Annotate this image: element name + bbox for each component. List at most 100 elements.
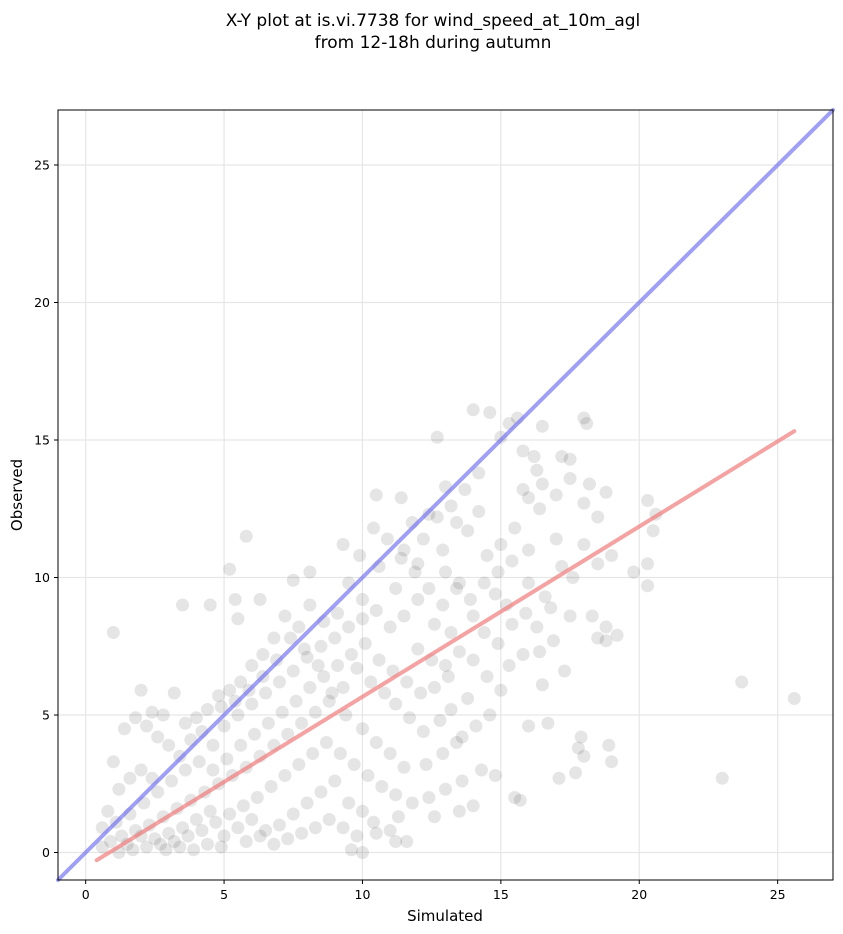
data-point <box>101 804 115 818</box>
data-point <box>394 491 408 505</box>
data-point <box>181 829 195 843</box>
data-point <box>389 582 403 595</box>
data-point <box>106 755 120 769</box>
points-layer <box>95 403 801 859</box>
data-point <box>502 659 516 672</box>
data-point <box>441 670 455 683</box>
data-point <box>292 758 306 771</box>
x-tick-label: 10 <box>355 887 371 902</box>
data-point <box>159 843 173 857</box>
data-point <box>236 799 250 813</box>
data-point <box>355 846 369 859</box>
data-point <box>427 681 441 694</box>
data-point <box>549 532 563 546</box>
data-point <box>117 722 131 736</box>
data-point <box>516 444 530 458</box>
data-point <box>372 653 386 667</box>
data-point <box>231 612 245 626</box>
data-point <box>355 722 369 736</box>
data-point <box>220 752 234 766</box>
data-point <box>369 488 383 502</box>
data-point <box>259 686 273 700</box>
data-point <box>569 766 583 780</box>
x-tick-label: 15 <box>493 887 509 902</box>
data-point <box>140 719 154 733</box>
data-point <box>605 549 619 562</box>
data-point <box>336 681 350 694</box>
data-point <box>477 626 491 639</box>
data-point <box>555 450 569 463</box>
data-point <box>469 719 483 733</box>
data-point <box>422 791 436 804</box>
data-point <box>253 593 267 606</box>
y-axis-label: Observed <box>8 459 26 531</box>
data-point <box>375 780 389 793</box>
data-point <box>599 620 613 634</box>
data-point <box>530 620 544 634</box>
data-point <box>358 637 372 650</box>
data-point <box>389 835 403 848</box>
data-point <box>436 747 450 760</box>
data-point <box>472 505 486 518</box>
data-point <box>563 609 577 623</box>
data-point <box>129 711 142 725</box>
data-point <box>347 758 361 771</box>
data-point <box>610 628 624 642</box>
data-point <box>187 843 201 857</box>
data-point <box>259 824 273 837</box>
data-point <box>452 645 466 659</box>
data-point <box>200 837 214 851</box>
data-point <box>577 749 591 763</box>
data-point <box>466 799 480 813</box>
data-point <box>369 604 383 617</box>
data-point <box>427 617 441 631</box>
data-point <box>533 502 547 516</box>
data-point <box>342 620 356 634</box>
data-point <box>336 821 350 835</box>
data-point <box>189 813 203 826</box>
data-point <box>322 813 336 826</box>
data-point <box>403 711 417 725</box>
data-point <box>411 642 425 656</box>
data-point <box>480 670 494 683</box>
data-point <box>123 771 137 785</box>
data-point <box>508 791 522 804</box>
data-point <box>552 771 566 785</box>
data-point <box>344 843 358 857</box>
data-point <box>140 840 154 854</box>
data-point <box>162 826 176 840</box>
data-point <box>641 579 655 593</box>
data-point <box>369 736 383 749</box>
data-point <box>715 771 729 785</box>
data-point <box>422 582 436 595</box>
data-point <box>480 549 494 562</box>
data-point <box>361 769 375 782</box>
data-point <box>261 716 275 730</box>
x-tick-label: 0 <box>82 887 90 902</box>
data-point <box>331 659 345 672</box>
data-point <box>303 598 317 612</box>
data-point <box>483 406 497 419</box>
ticks-layer: 0 5 10 15 20 25 0 5 10 15 20 25 <box>34 158 786 903</box>
data-point <box>203 804 217 818</box>
data-point <box>577 496 591 510</box>
data-point <box>527 450 541 463</box>
data-point <box>591 631 605 645</box>
data-point <box>491 637 505 650</box>
data-point <box>322 694 336 708</box>
chart-title-line1: X-Y plot at is.vi.7738 for wind_speed_at… <box>226 11 641 31</box>
identity-line <box>56 108 835 882</box>
data-point <box>383 620 397 634</box>
data-point <box>491 565 505 579</box>
data-point <box>203 598 217 612</box>
data-point <box>286 573 300 587</box>
data-point <box>641 557 655 571</box>
data-point <box>267 837 281 851</box>
data-point <box>450 736 464 749</box>
data-point <box>350 661 364 675</box>
data-point <box>535 678 549 692</box>
data-point <box>427 810 441 824</box>
data-point <box>461 524 475 538</box>
